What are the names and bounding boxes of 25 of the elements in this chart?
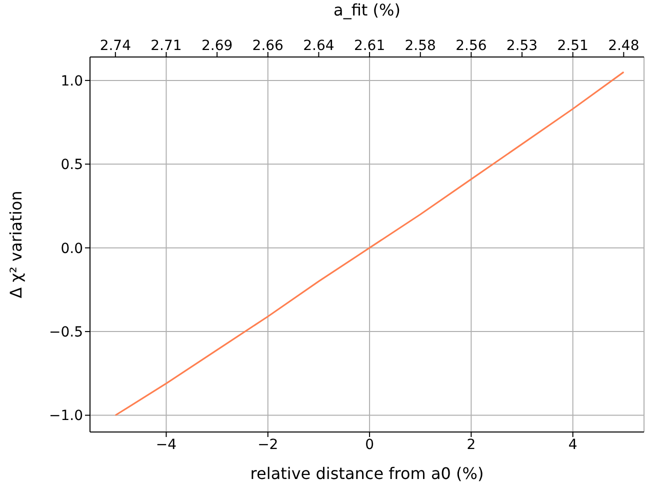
x2-axis-title: a_fit (%): [334, 0, 400, 20]
y-tick-label: 0.5: [60, 157, 83, 174]
x2-tick-label: 2.48: [608, 38, 640, 54]
x2-tick-label: 2.56: [456, 38, 487, 54]
x2-tick-label: 2.61: [354, 38, 386, 54]
x2-tick-label: 2.71: [150, 38, 182, 54]
y-axis-title: Δ χ² variation: [6, 190, 26, 298]
x2-tick-label: 2.74: [100, 38, 132, 54]
x2-tick-label: 2.51: [557, 38, 588, 54]
line-series: [114, 71, 624, 416]
y-tick-label: 1.0: [60, 73, 83, 90]
x2-tick-label: 2.69: [201, 38, 233, 54]
y-tick-label: −1.0: [49, 408, 83, 424]
x-tick-label: −4: [156, 436, 177, 453]
x-tick-label: −2: [258, 436, 278, 453]
x-tick-label: 0: [365, 436, 374, 453]
y-tick-label: 0.0: [60, 240, 83, 257]
x2-tick-label: 2.58: [404, 38, 436, 54]
x-tick-label: 2: [466, 436, 476, 453]
x-axis-title: relative distance from a0 (%): [250, 464, 484, 483]
x2-tick-label: 2.66: [252, 38, 284, 54]
x2-tick-label: 2.53: [506, 38, 538, 54]
y-tick-label: −0.5: [49, 324, 83, 341]
x-tick-label: 4: [568, 436, 578, 453]
x2-tick-label: 2.64: [303, 38, 334, 54]
